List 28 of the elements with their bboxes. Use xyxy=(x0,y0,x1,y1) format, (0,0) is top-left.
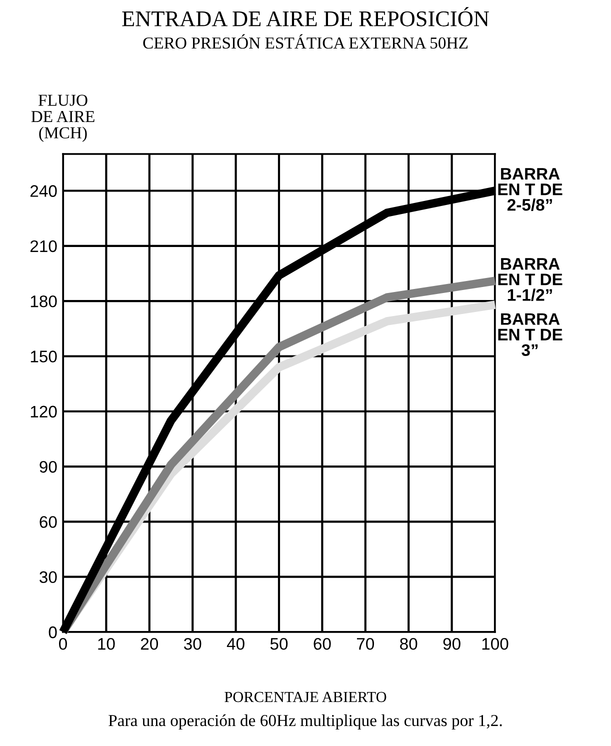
y-tick-label: 0 xyxy=(48,626,57,638)
y-tick-label: 210 xyxy=(30,240,57,252)
text: Para una operación de 60Hz multiplique las curvas por 1,2. xyxy=(108,714,502,730)
y-tick-label: 120 xyxy=(30,406,57,418)
x-tick-label: 70 xyxy=(356,638,374,650)
x-tick-label: 40 xyxy=(226,638,244,650)
x-tick-label: 60 xyxy=(314,638,331,650)
y-tick-label: 240 xyxy=(30,185,57,197)
y-tick-label: 150 xyxy=(30,350,57,362)
x-tick-label: 30 xyxy=(184,638,202,650)
x-tick-label: 100 xyxy=(482,638,508,650)
series-label: BARRA EN T DE 1-1/2” xyxy=(498,258,562,302)
y-tick-label: 60 xyxy=(40,516,57,528)
x-tick-label: 0 xyxy=(59,638,67,650)
chart-title: ENTRADA DE AIRE DE REPOSICIÓN xyxy=(122,7,489,26)
x-tick-label: 50 xyxy=(270,638,288,650)
series-label: BARRA EN T DE 3” xyxy=(498,313,562,356)
x-tick-label: 10 xyxy=(98,638,115,650)
x-tick-label: 20 xyxy=(140,638,158,650)
y-tick-label: 90 xyxy=(40,460,57,473)
chart-subtitle: CERO PRESIÓN ESTÁTICA EXTERNA 50HZ xyxy=(143,34,468,49)
y-tick-label: 30 xyxy=(40,571,57,584)
x-tick-label: 90 xyxy=(443,638,460,650)
x-axis-title: PORCENTAJE ABIERTO xyxy=(224,692,386,702)
x-tick-label: 80 xyxy=(400,638,418,650)
y-tick-label: 180 xyxy=(30,295,57,308)
series-label: BARRA EN T DE 2-5/8” xyxy=(498,168,562,211)
y-axis-title: FLUJO DE AIRE (MCH) xyxy=(31,94,94,142)
